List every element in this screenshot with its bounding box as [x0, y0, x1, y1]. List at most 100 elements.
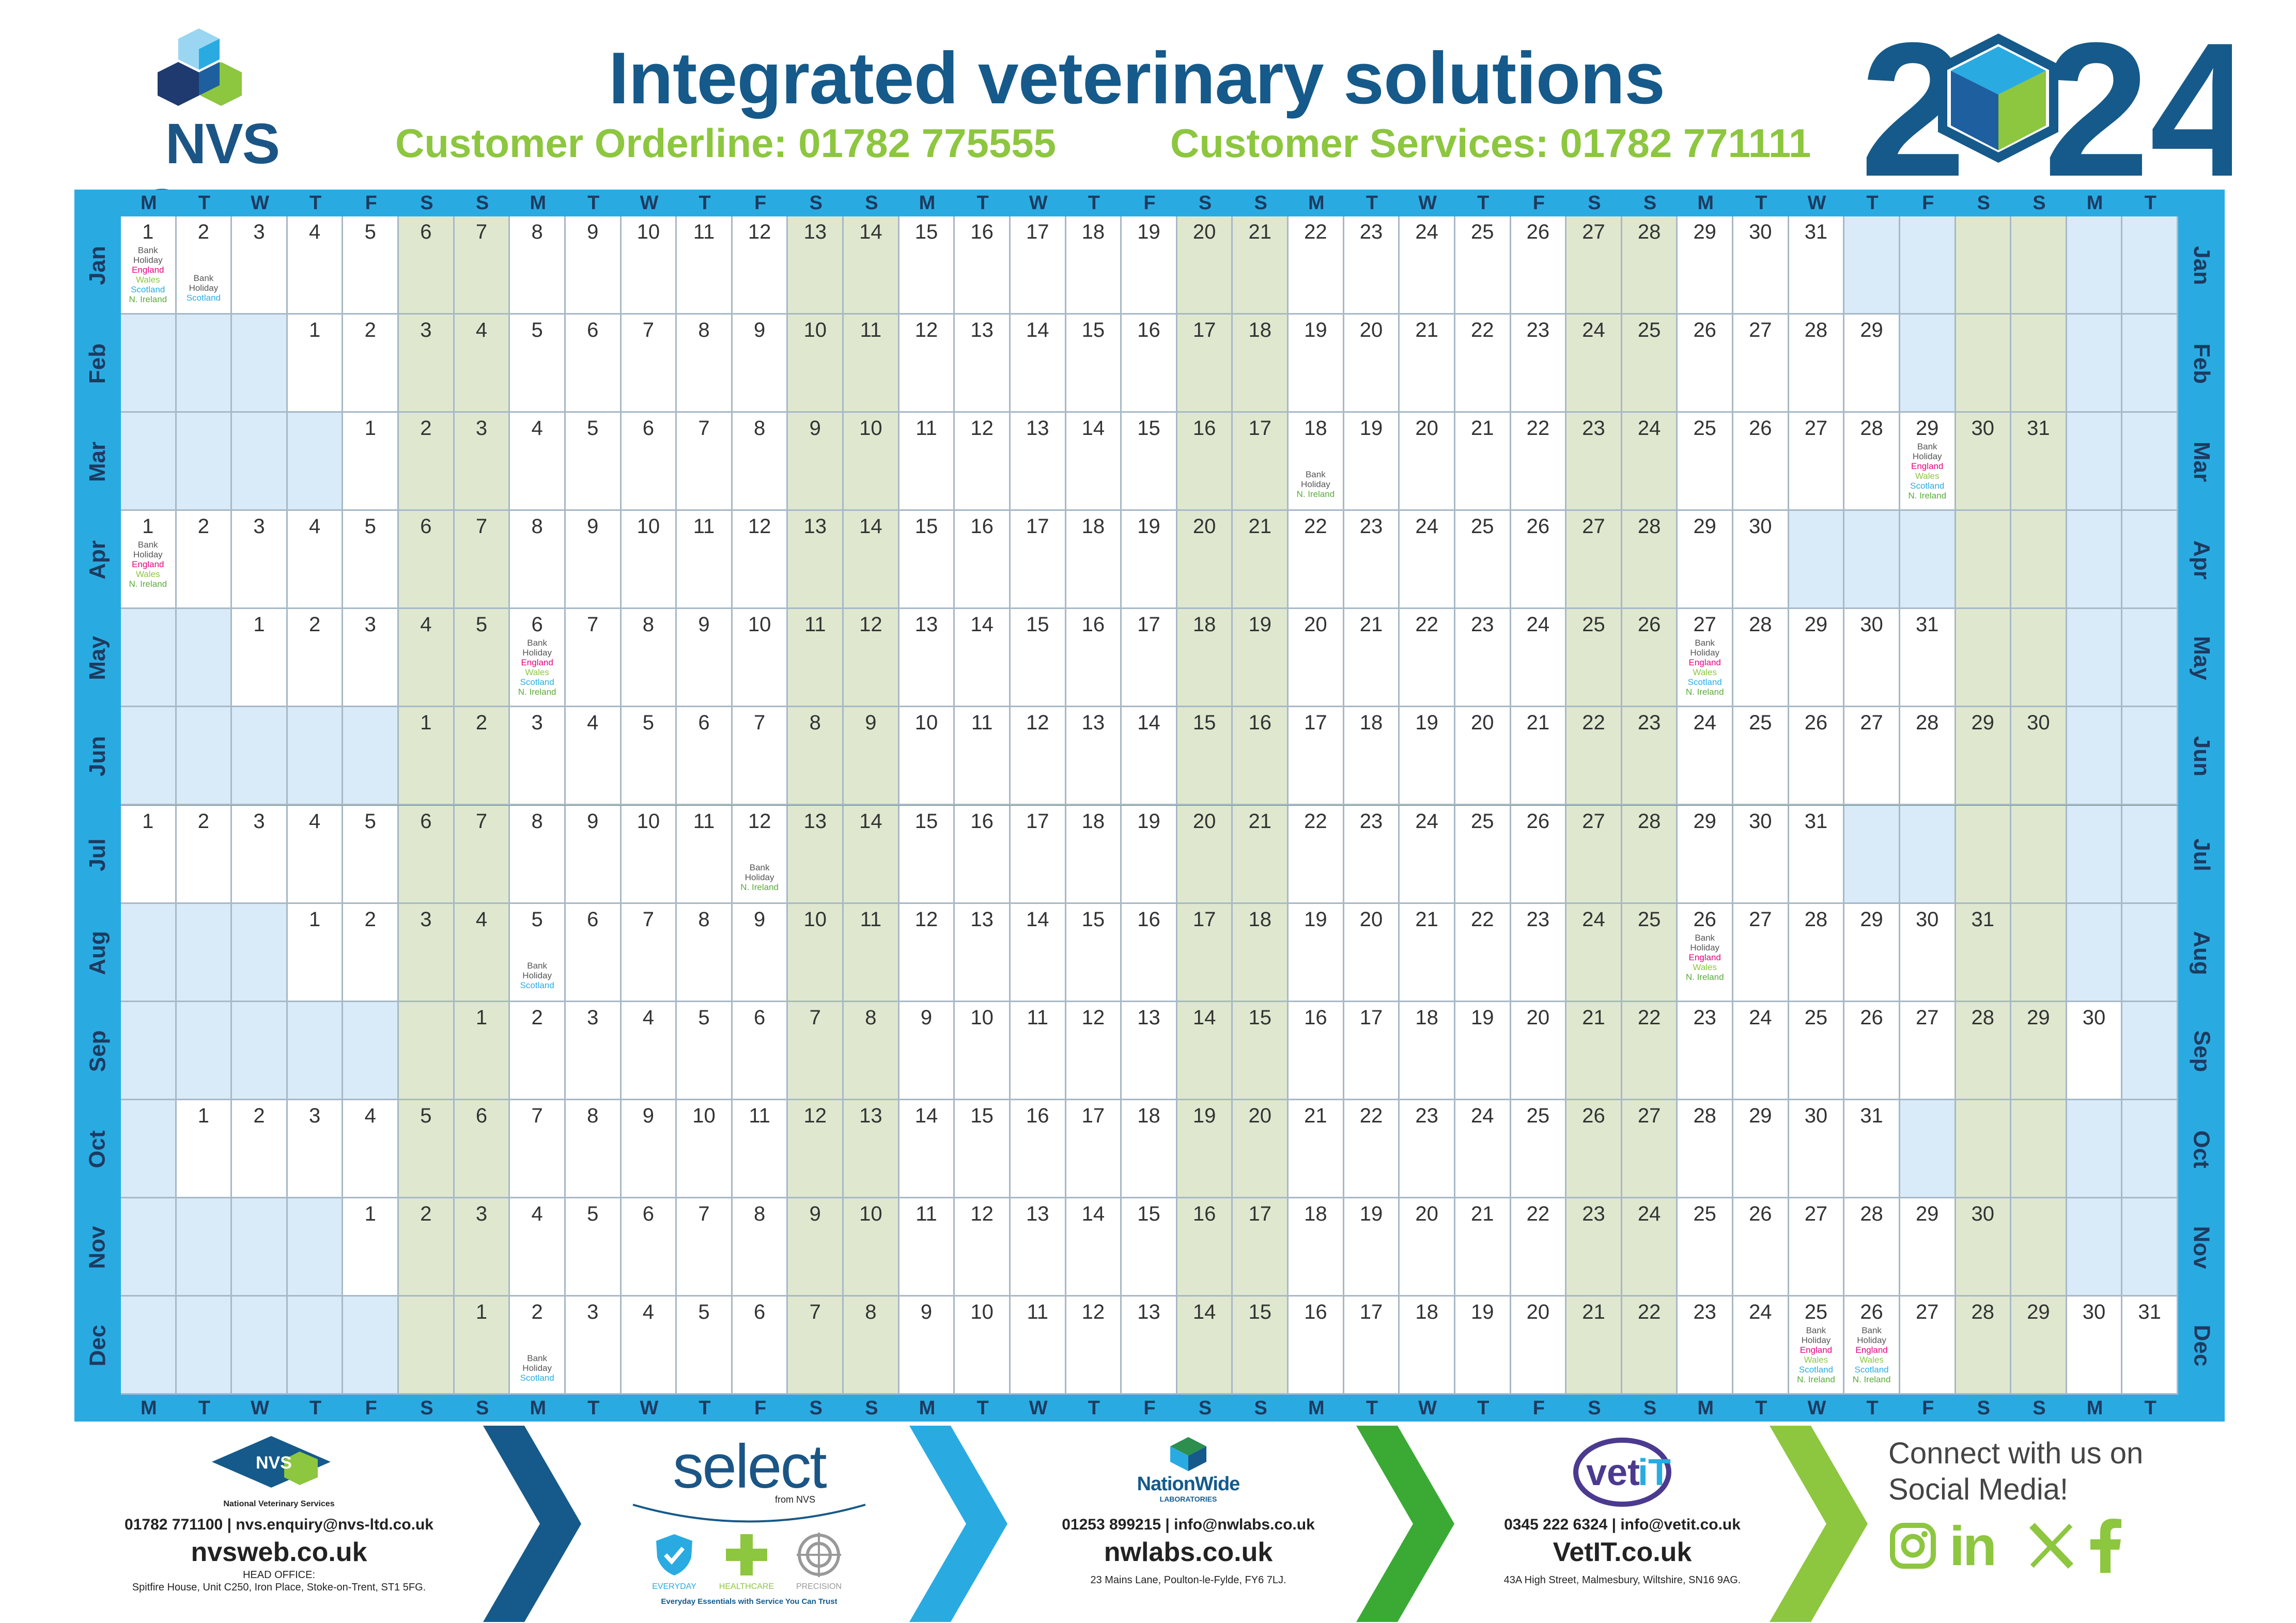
- day-cell[interactable]: 20: [1344, 903, 1400, 1002]
- day-cell[interactable]: 5: [343, 511, 399, 610]
- day-cell[interactable]: 24: [1511, 609, 1567, 708]
- day-cell[interactable]: 16: [1289, 1296, 1344, 1395]
- day-cell[interactable]: 16: [1122, 903, 1177, 1002]
- day-cell[interactable]: 15: [1122, 1198, 1177, 1297]
- day-cell[interactable]: 20: [1511, 1002, 1567, 1100]
- day-cell[interactable]: 3: [399, 315, 455, 413]
- day-cell[interactable]: 2: [454, 707, 510, 806]
- day-cell[interactable]: 30: [1789, 1100, 1845, 1198]
- day-cell[interactable]: 29: [2011, 1002, 2067, 1100]
- day-cell[interactable]: 7: [677, 1198, 733, 1297]
- day-cell[interactable]: 12: [955, 1198, 1011, 1297]
- day-cell[interactable]: 24: [1678, 707, 1733, 806]
- day-cell[interactable]: 3: [510, 707, 566, 806]
- day-cell[interactable]: 26: [1566, 1100, 1622, 1198]
- day-cell[interactable]: 16: [1010, 1100, 1066, 1198]
- day-cell[interactable]: 24: [1400, 216, 1455, 315]
- day-cell[interactable]: 20: [1177, 805, 1233, 904]
- day-cell[interactable]: 30: [1733, 511, 1789, 610]
- day-cell[interactable]: 18: [1400, 1002, 1455, 1100]
- nationwide-website-link[interactable]: nwlabs.co.uk: [1104, 1537, 1273, 1567]
- day-cell[interactable]: 26: [1622, 609, 1678, 708]
- day-cell[interactable]: 14: [955, 609, 1011, 708]
- day-cell[interactable]: 17: [1177, 315, 1233, 413]
- day-cell[interactable]: 23: [1344, 511, 1400, 610]
- nvs-website-link[interactable]: nvsweb.co.uk: [191, 1537, 367, 1567]
- day-cell[interactable]: 29: [1956, 707, 2012, 806]
- day-cell[interactable]: 4: [621, 1296, 677, 1395]
- day-cell[interactable]: 1: [454, 1296, 510, 1395]
- instagram-icon[interactable]: [1888, 1521, 1937, 1570]
- day-cell[interactable]: 25: [1733, 707, 1789, 806]
- day-cell[interactable]: 9: [732, 903, 788, 1002]
- day-cell[interactable]: 9: [788, 413, 844, 511]
- day-cell[interactable]: 23: [1622, 707, 1678, 806]
- day-cell[interactable]: 21: [1455, 1198, 1511, 1297]
- day-cell[interactable]: 28: [1844, 1198, 1900, 1297]
- day-cell[interactable]: 19: [1400, 707, 1455, 806]
- day-cell[interactable]: 27: [1566, 805, 1622, 904]
- day-cell[interactable]: 22: [1622, 1002, 1678, 1100]
- day-cell[interactable]: 13: [899, 609, 955, 708]
- day-cell[interactable]: 20: [1177, 216, 1233, 315]
- day-cell[interactable]: 9: [899, 1296, 955, 1395]
- day-cell[interactable]: 21: [1233, 511, 1289, 610]
- day-cell[interactable]: 9: [565, 216, 622, 315]
- day-cell[interactable]: 26: [1733, 1198, 1789, 1297]
- day-cell[interactable]: 20: [1511, 1296, 1567, 1395]
- day-cell[interactable]: 12: [899, 903, 955, 1002]
- day-cell[interactable]: 21: [1400, 315, 1455, 413]
- day-cell[interactable]: 5: [565, 413, 622, 511]
- day-cell[interactable]: 19: [1177, 1100, 1233, 1198]
- day-cell[interactable]: 15: [1066, 315, 1122, 413]
- day-cell[interactable]: 12: [899, 315, 955, 413]
- day-cell[interactable]: 1: [232, 609, 288, 708]
- day-cell[interactable]: 5: [343, 805, 399, 904]
- day-cell[interactable]: 25: [1622, 315, 1678, 413]
- day-cell[interactable]: 5: [399, 1100, 455, 1198]
- day-cell[interactable]: 23: [1511, 315, 1567, 413]
- day-cell[interactable]: 16: [1233, 707, 1289, 806]
- day-cell[interactable]: 5: [677, 1296, 733, 1395]
- day-cell[interactable]: 6: [677, 707, 733, 806]
- day-cell[interactable]: 21: [1566, 1002, 1622, 1100]
- day-cell[interactable]: 24: [1566, 315, 1622, 413]
- day-cell[interactable]: 9: [677, 609, 733, 708]
- day-cell[interactable]: 4: [287, 511, 344, 610]
- day-cell[interactable]: 15: [1066, 903, 1122, 1002]
- day-cell[interactable]: 4: [510, 413, 566, 511]
- facebook-icon[interactable]: [2087, 1519, 2123, 1573]
- day-cell[interactable]: 4: [287, 805, 344, 904]
- day-cell[interactable]: 13: [1122, 1002, 1177, 1100]
- day-cell[interactable]: 19: [1289, 315, 1344, 413]
- day-cell[interactable]: 10: [788, 315, 844, 413]
- day-cell[interactable]: 2: [287, 609, 344, 708]
- day-cell[interactable]: 25: [1566, 609, 1622, 708]
- day-cell[interactable]: 12: [955, 413, 1011, 511]
- day-cell[interactable]: 27: [1566, 216, 1622, 315]
- day-cell[interactable]: 22: [1455, 903, 1511, 1002]
- day-cell[interactable]: 20: [1400, 413, 1455, 511]
- day-cell[interactable]: 10: [677, 1100, 733, 1198]
- day-cell[interactable]: 5: [677, 1002, 733, 1100]
- day-cell[interactable]: 21: [1400, 903, 1455, 1002]
- day-cell[interactable]: 18 Bank Holiday N. Ireland: [1289, 413, 1344, 511]
- day-cell[interactable]: 31: [1844, 1100, 1900, 1198]
- day-cell[interactable]: 17: [1177, 903, 1233, 1002]
- day-cell[interactable]: 28: [1789, 903, 1845, 1002]
- day-cell[interactable]: 27 Bank Holiday England Wales Scotland N. Irel…: [1678, 609, 1733, 708]
- day-cell[interactable]: 5: [510, 315, 566, 413]
- day-cell[interactable]: 15: [1122, 413, 1177, 511]
- day-cell[interactable]: 24: [1566, 903, 1622, 1002]
- day-cell[interactable]: 29: [2011, 1296, 2067, 1395]
- day-cell[interactable]: 4: [399, 609, 455, 708]
- day-cell[interactable]: 7: [454, 216, 510, 315]
- day-cell[interactable]: 21: [1511, 707, 1567, 806]
- day-cell[interactable]: 7: [454, 511, 510, 610]
- day-cell[interactable]: 11: [899, 413, 955, 511]
- day-cell[interactable]: 15: [899, 511, 955, 610]
- day-cell[interactable]: 18: [1233, 315, 1289, 413]
- day-cell[interactable]: 23: [1400, 1100, 1455, 1198]
- day-cell[interactable]: 1: [454, 1002, 510, 1100]
- day-cell[interactable]: 10: [899, 707, 955, 806]
